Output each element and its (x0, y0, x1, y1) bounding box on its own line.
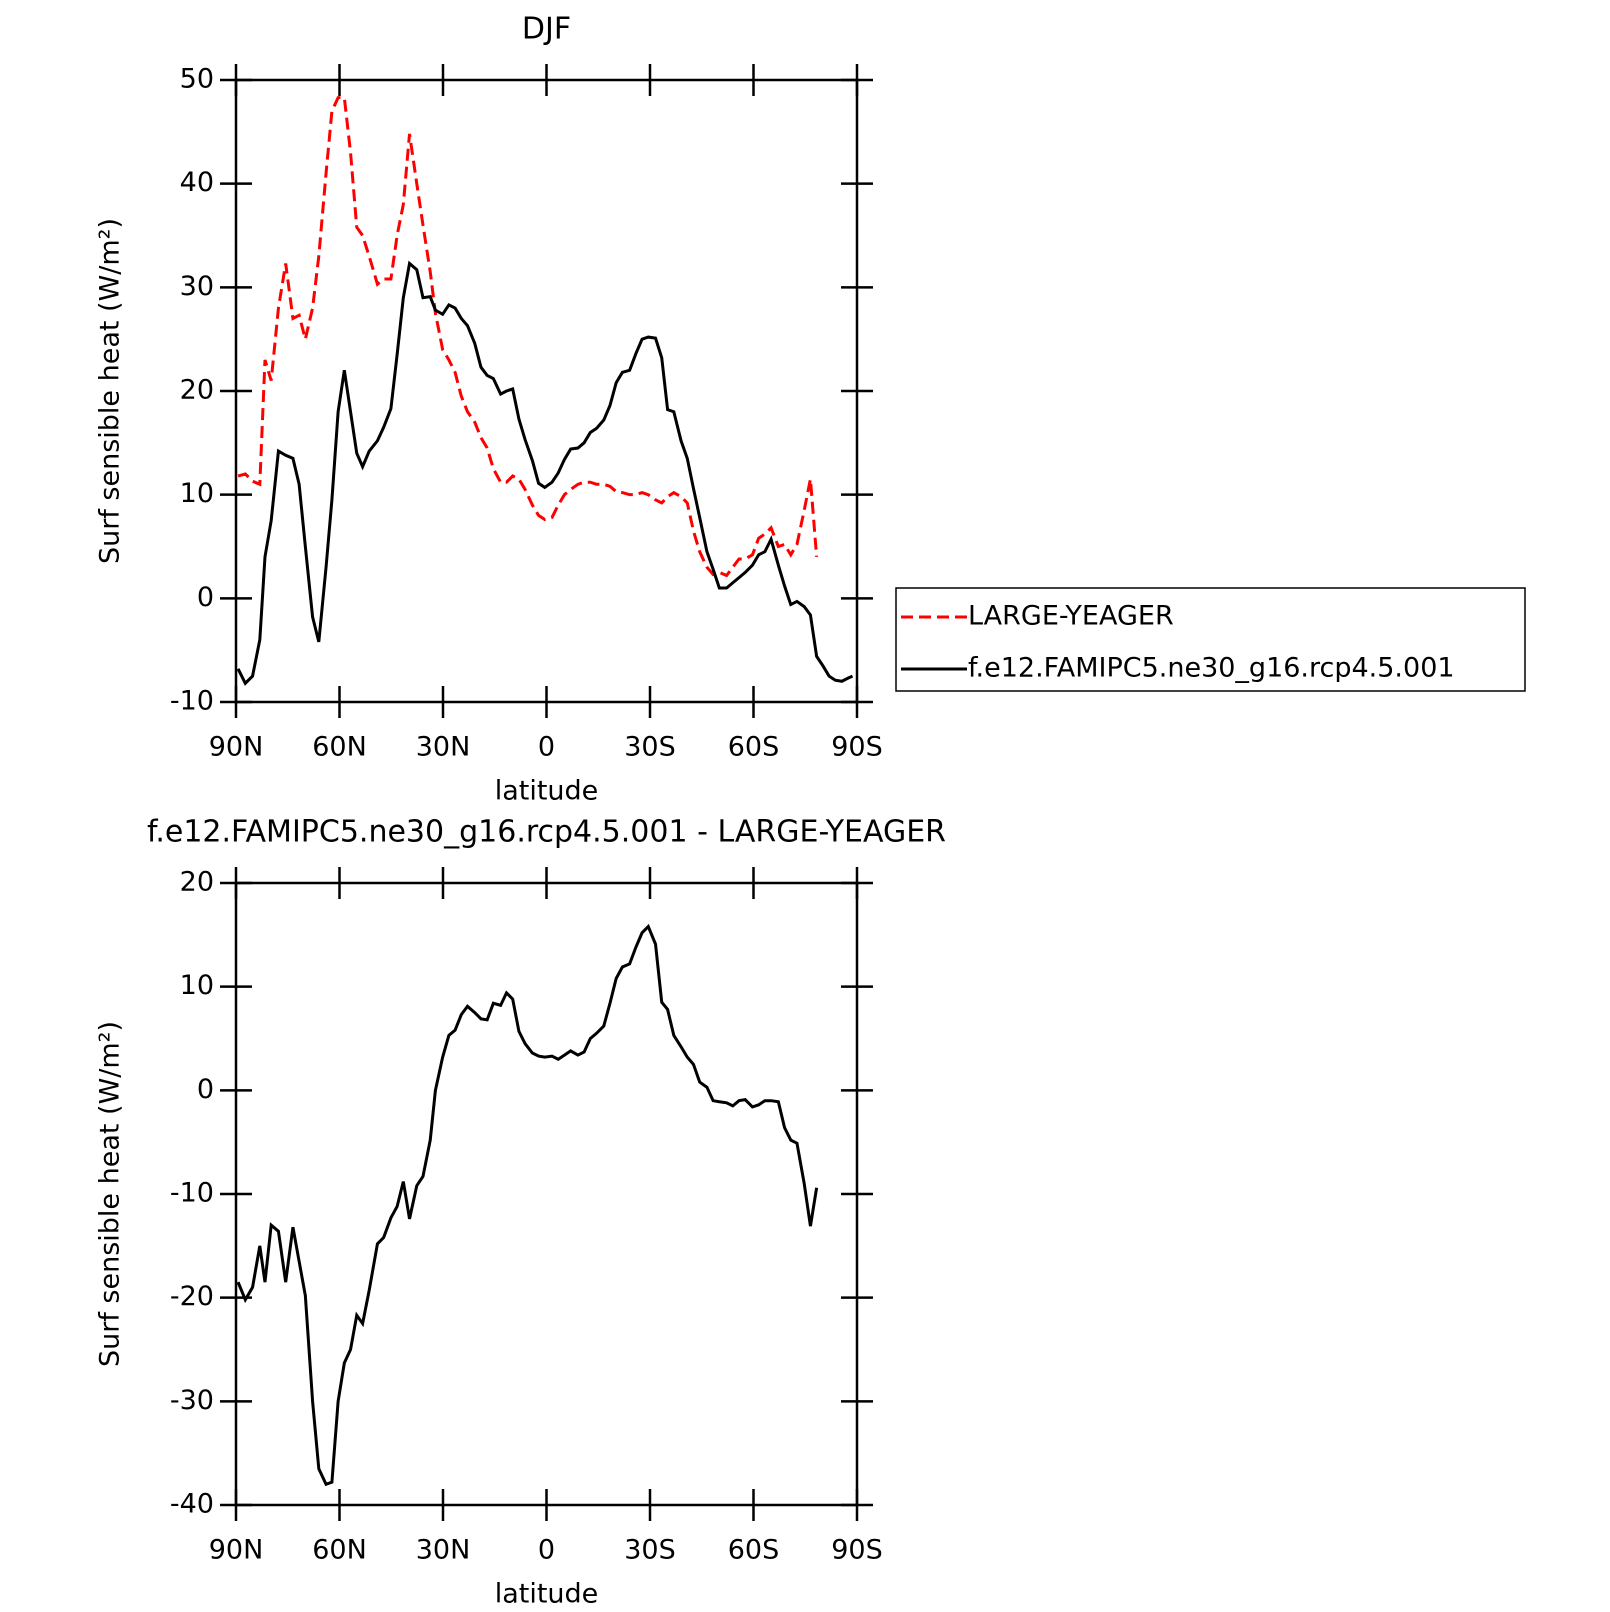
x-tick-label: 90N (209, 732, 264, 763)
y-tick-label: -10 (170, 1178, 214, 1209)
y-tick-label: -40 (170, 1489, 214, 1520)
chart-title: f.e12.FAMIPC5.ne30_g16.rcp4.5.001 - LARG… (147, 815, 946, 850)
y-tick-label: 40 (180, 167, 214, 198)
x-tick-label: 30N (416, 732, 471, 763)
x-axis-label: latitude (495, 776, 599, 807)
x-tick-label: 90S (831, 1535, 883, 1566)
y-tick-label: 10 (180, 478, 214, 509)
y-axis-label: Surf sensible heat (W/m²) (95, 1021, 126, 1367)
y-tick-label: -10 (170, 686, 214, 717)
x-tick-label: 30S (624, 1535, 676, 1566)
y-tick-label: -30 (170, 1385, 214, 1416)
y-tick-label: 50 (180, 64, 214, 95)
x-tick-label: 60S (728, 732, 780, 763)
x-tick-label: 60N (312, 1535, 367, 1566)
legend-label: f.e12.FAMIPC5.ne30_g16.rcp4.5.001 (968, 653, 1455, 684)
chart-title: DJF (522, 12, 571, 47)
y-axis-label: Surf sensible heat (W/m²) (95, 218, 126, 564)
x-tick-label: 60N (312, 732, 367, 763)
x-tick-label: 60S (728, 1535, 780, 1566)
x-tick-label: 30S (624, 732, 676, 763)
y-tick-label: 10 (180, 970, 214, 1001)
x-tick-label: 30N (416, 1535, 471, 1566)
x-axis-label: latitude (495, 1579, 599, 1609)
data-line (237, 96, 819, 578)
plot-frame (234, 881, 859, 1507)
x-tick-label: 90S (831, 732, 883, 763)
y-tick-label: 20 (180, 375, 214, 406)
legend-label: LARGE-YEAGER (968, 601, 1174, 632)
y-tick-label: 20 (180, 867, 214, 898)
data-line (236, 923, 819, 1487)
x-tick-label: 0 (538, 732, 555, 763)
y-tick-label: 30 (180, 271, 214, 302)
legend-box (895, 587, 1526, 692)
data-line (236, 260, 854, 686)
x-tick-label: 0 (538, 1535, 555, 1566)
y-tick-label: 0 (197, 582, 214, 613)
x-tick-label: 90N (209, 1535, 264, 1566)
y-tick-label: 0 (197, 1074, 214, 1105)
y-tick-label: -20 (170, 1281, 214, 1312)
plot-frame (234, 78, 859, 704)
